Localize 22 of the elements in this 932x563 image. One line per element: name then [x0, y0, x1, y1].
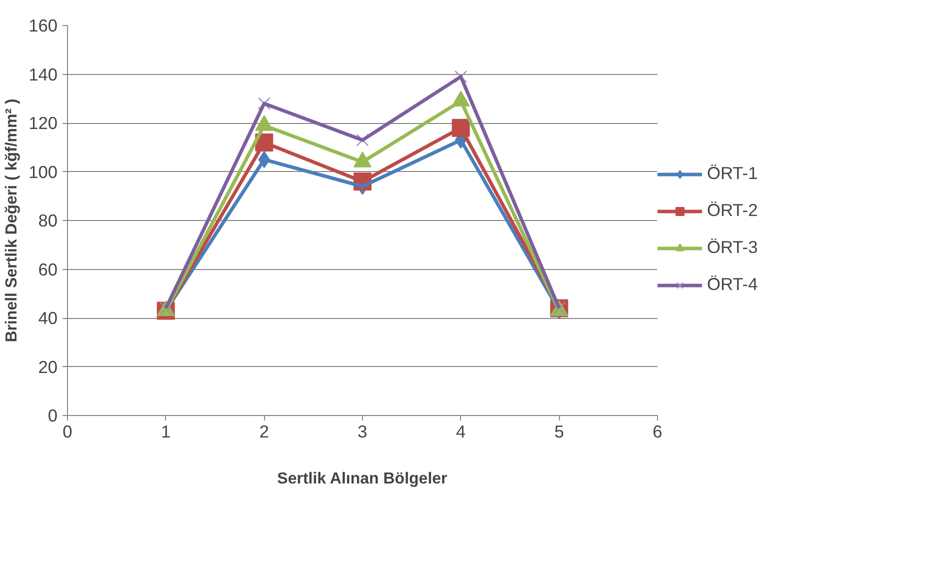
legend-label: ÖRT-2 [707, 200, 758, 221]
y-tick-label: 100 [28, 162, 58, 182]
y-tick-label: 140 [28, 64, 58, 84]
y-tick-label: 80 [38, 210, 58, 230]
x-tick-label: 4 [456, 422, 466, 442]
x-tick-label: 2 [259, 422, 269, 442]
x-axis-title: Sertlik Alınan Bölgeler [277, 470, 448, 488]
legend-label: ÖRT-4 [707, 274, 758, 295]
legend-label: ÖRT-1 [707, 163, 758, 184]
y-tick-label: 20 [38, 356, 58, 377]
y-tick-label: 160 [28, 16, 58, 36]
y-tick-label: 0 [48, 406, 58, 426]
legend-label: ÖRT-3 [707, 237, 758, 258]
y-axis-title: Brinell Sertlik Değeri ( kğf/mm² ) [4, 98, 21, 342]
x-tick-label: 1 [161, 422, 171, 442]
y-tick-label: 40 [38, 308, 58, 328]
x-tick-label: 6 [652, 422, 662, 442]
y-tick-label: 120 [28, 113, 58, 133]
x-tick-label: 3 [358, 422, 368, 442]
x-tick-label: 5 [554, 422, 564, 442]
y-tick-label: 60 [38, 259, 58, 280]
x-tick-label: 0 [62, 422, 72, 442]
